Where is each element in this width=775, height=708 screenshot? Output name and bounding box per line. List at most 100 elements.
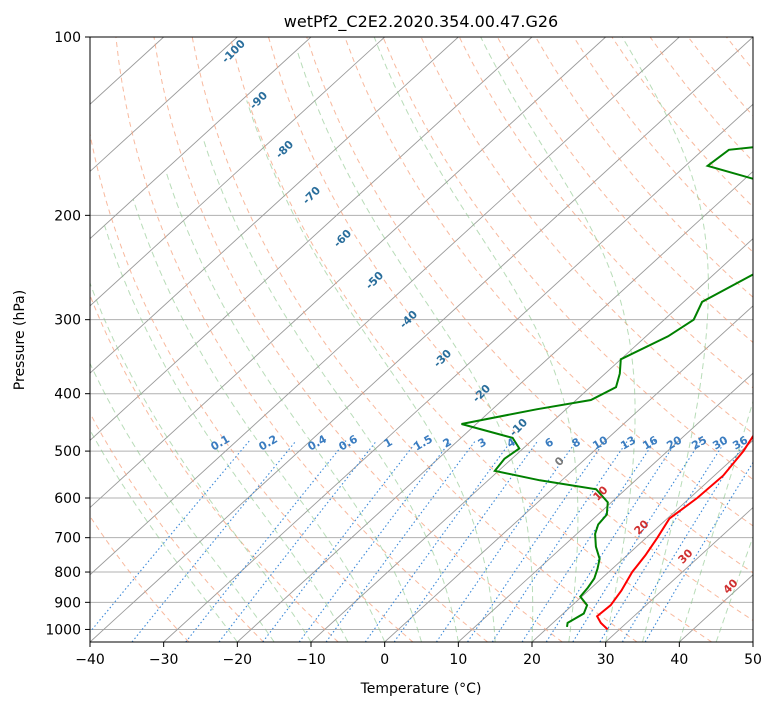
isotherm-line xyxy=(384,305,753,642)
y-axis-ticks: 100 200 300 400 500 600 700 800 900 1000 xyxy=(45,30,90,638)
moist-adiabat xyxy=(90,428,238,642)
x-tick-label: 40 xyxy=(670,652,688,668)
dry-adiabat xyxy=(90,131,414,642)
y-tick-label: 800 xyxy=(54,565,81,581)
mixing-ratio-label: 0.6 xyxy=(337,432,361,453)
mixing-ratio-label: 1.5 xyxy=(412,432,435,453)
moist-adiabat-lines xyxy=(90,37,753,642)
y-tick-label: 200 xyxy=(54,208,81,224)
mixing-ratio-label: 2 xyxy=(441,435,454,450)
mixing-ratio-label: 13 xyxy=(618,434,638,453)
moist-adiabat xyxy=(373,37,579,642)
dry-adiabat xyxy=(153,37,563,642)
x-tick-label: −40 xyxy=(75,652,105,668)
mixing-ratio-line xyxy=(262,440,418,642)
dry-adiabat xyxy=(344,37,753,527)
y-tick-label: 100 xyxy=(54,30,81,46)
profile-lines xyxy=(461,146,753,631)
x-tick-label: 30 xyxy=(597,652,615,668)
dry-adiabat xyxy=(573,37,753,253)
mixing-ratio-line xyxy=(572,440,702,642)
dry-adiabat-label: -80 xyxy=(273,138,296,161)
mixing-ratio-line xyxy=(185,440,347,642)
dry-adiabat xyxy=(535,37,753,298)
isotherm-line xyxy=(90,37,459,374)
x-tick-label: 0 xyxy=(380,652,389,668)
y-tick-label: 900 xyxy=(54,595,81,611)
isotherm-lines xyxy=(90,37,753,642)
moist-adiabat xyxy=(246,100,496,642)
mixing-ratio-label: 6 xyxy=(543,435,556,450)
isotherm-line xyxy=(163,103,753,642)
dry-adiabat-label: -20 xyxy=(470,382,493,405)
moist-adiabat xyxy=(90,362,275,642)
isotherm-line xyxy=(90,37,385,307)
dry-adiabat-label: -100 xyxy=(219,37,248,66)
x-tick-label: 10 xyxy=(449,652,467,668)
mixing-ratio-line xyxy=(545,440,678,642)
dry-adiabat xyxy=(90,293,339,642)
y-axis-label: Pressure (hPa) xyxy=(12,290,28,390)
dry-adiabat xyxy=(726,37,753,71)
mixing-ratio-line xyxy=(521,440,656,642)
dry-adiabat xyxy=(496,37,753,344)
moist-adiabat xyxy=(678,399,753,642)
x-axis-ticks: −40 −30 −20 −10 0 10 20 30 40 50 xyxy=(75,642,762,668)
dry-adiabat xyxy=(115,37,488,642)
mixing-ratio-label: 3 xyxy=(476,435,489,450)
isotherm-line xyxy=(237,170,753,642)
isotherm-line xyxy=(752,641,753,642)
y-tick-label: 600 xyxy=(54,491,81,507)
x-axis-label: Temperature (°C) xyxy=(360,681,482,697)
isobar-grid xyxy=(90,37,753,630)
x-tick-label: 50 xyxy=(744,652,762,668)
y-tick-label: 400 xyxy=(54,387,81,403)
mixing-ratio-line xyxy=(491,440,629,642)
mixing-ratio-lines xyxy=(90,440,753,642)
y-tick-label: 1000 xyxy=(45,622,81,638)
moist-adiabat xyxy=(621,37,709,642)
moist-adiabat xyxy=(715,535,753,642)
isotherm-line xyxy=(90,37,312,240)
dry-adiabat xyxy=(687,37,753,117)
dry-adiabat-label: 20 xyxy=(632,517,652,537)
isotherm-line xyxy=(90,37,753,642)
dry-adiabat-label: -40 xyxy=(397,308,420,331)
dry-adiabat xyxy=(649,37,753,163)
mixing-ratio-line xyxy=(621,440,747,642)
mixing-ratio-label: 36 xyxy=(730,433,750,452)
profile-line xyxy=(461,146,753,628)
isotherm-line xyxy=(90,37,533,441)
mixing-ratio-line xyxy=(435,440,578,642)
dry-adiabat-label: -50 xyxy=(363,269,386,292)
mixing-ratio-label: 20 xyxy=(664,433,684,452)
x-tick-label: −30 xyxy=(149,652,179,668)
dry-adiabat xyxy=(90,412,264,642)
isotherm-line xyxy=(605,506,753,642)
dry-adiabat xyxy=(611,37,753,208)
mixing-ratio-line xyxy=(218,440,378,642)
dry-adiabat-label: 10 xyxy=(591,483,611,503)
isotherm-line xyxy=(310,238,753,642)
y-tick-label: 300 xyxy=(54,313,81,329)
dry-adiabat-label: -30 xyxy=(431,347,454,370)
chart-title: wetPf2_C2E2.2020.354.00.47.G26 xyxy=(284,12,558,32)
dry-adiabat xyxy=(765,37,775,642)
dry-adiabat xyxy=(90,515,190,642)
mixing-ratio-label: 1 xyxy=(382,435,395,450)
dry-adiabat-label: -60 xyxy=(331,227,354,250)
mixing-ratio-label: 0.1 xyxy=(209,432,232,453)
moist-adiabat xyxy=(297,51,534,642)
dry-adiabat xyxy=(268,37,753,622)
mixing-ratio-label: 16 xyxy=(640,433,660,452)
x-tick-label: −20 xyxy=(223,652,253,668)
mixing-ratio-line xyxy=(467,440,606,642)
moist-adiabat xyxy=(90,281,312,642)
moist-adiabat xyxy=(165,170,422,642)
dry-adiabat-label: 0 xyxy=(552,454,567,469)
x-tick-label: 20 xyxy=(523,652,541,668)
plot-frame xyxy=(89,36,754,643)
y-tick-label: 700 xyxy=(54,531,81,547)
dry-adiabat xyxy=(229,37,712,642)
